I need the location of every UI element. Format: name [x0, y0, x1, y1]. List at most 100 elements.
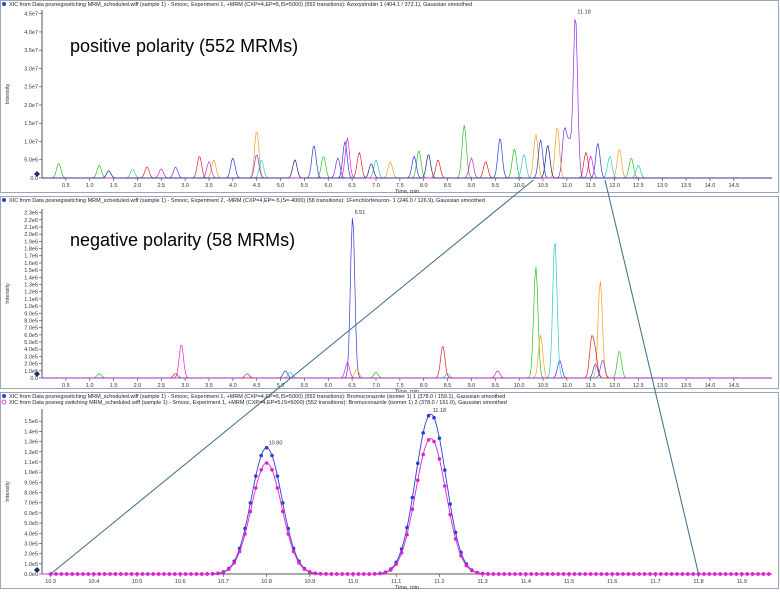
data-point	[259, 468, 264, 472]
y-tick-label: 1.0e5	[24, 369, 38, 375]
y-tick-label: 1.2e6	[24, 290, 38, 296]
y-tick-label: 8.0e5	[24, 318, 38, 324]
y-tick-label: 0.0	[30, 176, 38, 182]
y-tick-label: 1.3e6	[24, 283, 38, 289]
x-tick-label: 9.5	[491, 383, 499, 389]
x-axis-label: Time, min	[395, 585, 419, 590]
data-point	[356, 572, 361, 576]
data-point	[518, 572, 523, 576]
x-tick-label: 10.5	[538, 183, 549, 189]
data-point	[497, 572, 501, 576]
x-tick-label: 1.0	[86, 383, 94, 389]
data-point	[475, 571, 480, 575]
data-point	[178, 572, 182, 576]
series-line	[42, 359, 772, 379]
x-tick-label: 7.5	[396, 183, 404, 189]
data-point	[281, 501, 285, 505]
data-point	[173, 572, 177, 576]
y-tick-label: 2.5e7	[24, 85, 38, 91]
y-tick-label: 6.0e5	[24, 511, 38, 517]
x-tick-label: 5.5	[301, 183, 309, 189]
data-point	[696, 572, 701, 576]
data-point	[351, 572, 355, 576]
data-point	[459, 553, 463, 558]
data-point	[237, 549, 242, 554]
data-point	[167, 572, 172, 576]
data-point	[65, 572, 69, 576]
data-point	[113, 572, 118, 576]
data-point	[210, 572, 215, 576]
y-tick-label: 4.0e5	[24, 347, 38, 353]
data-point	[626, 572, 631, 576]
y-tick-label: 1.9e6	[24, 239, 38, 245]
data-point	[378, 571, 382, 576]
data-point	[713, 572, 717, 576]
data-point	[588, 572, 593, 576]
y-tick-label: 0.0e0	[24, 572, 38, 578]
data-point	[313, 571, 318, 576]
y-axis-label: Intensity	[5, 481, 11, 502]
data-point	[529, 572, 533, 576]
x-tick-label: 4.0	[229, 383, 237, 389]
data-point	[416, 478, 420, 483]
x-tick-label: 6.5	[348, 183, 356, 189]
x-tick-label: 3.5	[205, 183, 213, 189]
data-point	[572, 572, 577, 576]
data-point	[432, 439, 436, 444]
x-tick-label: 10.9	[304, 579, 315, 585]
data-point	[464, 563, 469, 568]
data-point	[480, 571, 485, 576]
data-point	[329, 572, 334, 576]
data-point	[405, 532, 409, 537]
peak-label: 10.80	[269, 441, 283, 447]
data-point	[302, 567, 307, 571]
data-point	[97, 572, 101, 576]
x-tick-label: 2.0	[134, 383, 142, 389]
x-tick-label: 6.0	[324, 183, 332, 189]
y-tick-label: 1.5e6	[24, 268, 38, 274]
peak-label: 6.51	[355, 210, 366, 216]
y-tick-label: 3.5e7	[24, 48, 38, 54]
data-point	[248, 501, 253, 505]
data-point	[102, 572, 107, 576]
data-point	[502, 572, 507, 576]
panel-title: XIC from Data posnegswitching MRM_schedu…	[9, 394, 505, 400]
data-point	[453, 537, 458, 541]
x-tick-label: 12.0	[609, 183, 620, 189]
data-point	[578, 572, 582, 576]
peak-label: 11.18	[577, 9, 590, 15]
x-tick-label: 10.4	[88, 579, 99, 585]
x-tick-label: 7.5	[396, 383, 404, 389]
data-point	[443, 468, 447, 472]
data-point	[686, 572, 690, 576]
data-point	[151, 572, 155, 576]
y-tick-label: 1.0e7	[24, 139, 38, 145]
x-tick-label: 11.5	[564, 579, 574, 585]
y-axis-label: Intensity	[5, 283, 11, 304]
data-point	[221, 570, 226, 574]
data-point	[664, 572, 668, 576]
y-tick-label: 5.0e5	[24, 340, 38, 346]
data-point	[605, 572, 609, 576]
x-tick-label: 1.0	[86, 183, 94, 189]
x-tick-label: 13.0	[657, 383, 668, 389]
data-point	[340, 572, 345, 576]
x-tick-label: 10.7	[218, 579, 229, 585]
data-point	[318, 572, 323, 576]
data-point	[453, 530, 458, 535]
y-tick-label: 3.0e5	[24, 541, 38, 547]
data-point	[59, 572, 64, 576]
data-point	[669, 572, 674, 576]
x-tick-label: 0.5	[62, 183, 70, 189]
data-point	[259, 453, 264, 458]
baseline-marker	[34, 567, 40, 573]
data-point	[383, 570, 388, 575]
series-line	[42, 145, 772, 179]
x-tick-label: 14.0	[705, 383, 716, 389]
x-tick-label: 3.0	[181, 383, 189, 389]
data-point	[443, 484, 447, 488]
data-point	[486, 572, 490, 576]
y-tick-label: 4.5e7	[24, 12, 38, 18]
y-tick-label: 4.0e7	[24, 30, 38, 36]
data-point	[248, 509, 253, 514]
